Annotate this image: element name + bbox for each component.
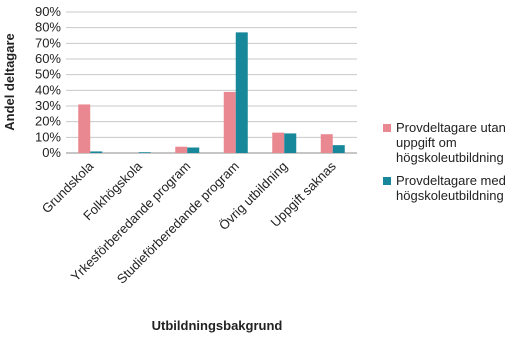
y-axis-ticks: 0%10%20%30%40%50%60%70%80%90% [35,4,61,160]
y-tick-label: 50% [35,67,61,82]
legend-item-utan: Provdeltagare utan uppgift om högskoleut… [383,120,527,165]
bar-med [90,151,103,153]
x-axis-label: Utbildningsbakgrund [152,318,283,333]
bar-utan [78,104,91,153]
legend-label-utan: Provdeltagare utan uppgift om högskoleut… [396,120,506,165]
y-tick-label: 90% [35,4,61,19]
y-tick-label: 0% [42,145,61,160]
bar-utan [320,134,333,153]
bar-utan [272,132,285,153]
legend-item-med: Provdeltagare med högskoleutbildning [383,173,527,203]
y-tick-label: 70% [35,35,61,50]
y-axis-label: Andel deltagare [2,33,17,131]
bar-med [138,152,151,153]
bars [78,32,345,153]
x-axis-ticks: GrundskolaFolkhögskolaYrkesförberedande … [39,158,339,287]
bar-med [187,147,200,153]
legend: Provdeltagare utan uppgift om högskoleut… [383,120,527,211]
legend-swatch-med [383,177,391,185]
gridlines [66,11,357,154]
legend-swatch-utan [383,124,391,132]
y-tick-label: 30% [35,98,61,113]
bar-med [235,32,248,153]
y-tick-label: 80% [35,20,61,35]
bar-utan [175,146,188,153]
y-tick-label: 20% [35,114,61,129]
legend-label-med: Provdeltagare med högskoleutbildning [396,173,506,203]
y-tick-label: 10% [35,129,61,144]
bar-med [332,145,345,153]
y-tick-label: 60% [35,51,61,66]
bar-utan [223,91,236,153]
bar-med [284,133,297,153]
y-tick-label: 40% [35,82,61,97]
